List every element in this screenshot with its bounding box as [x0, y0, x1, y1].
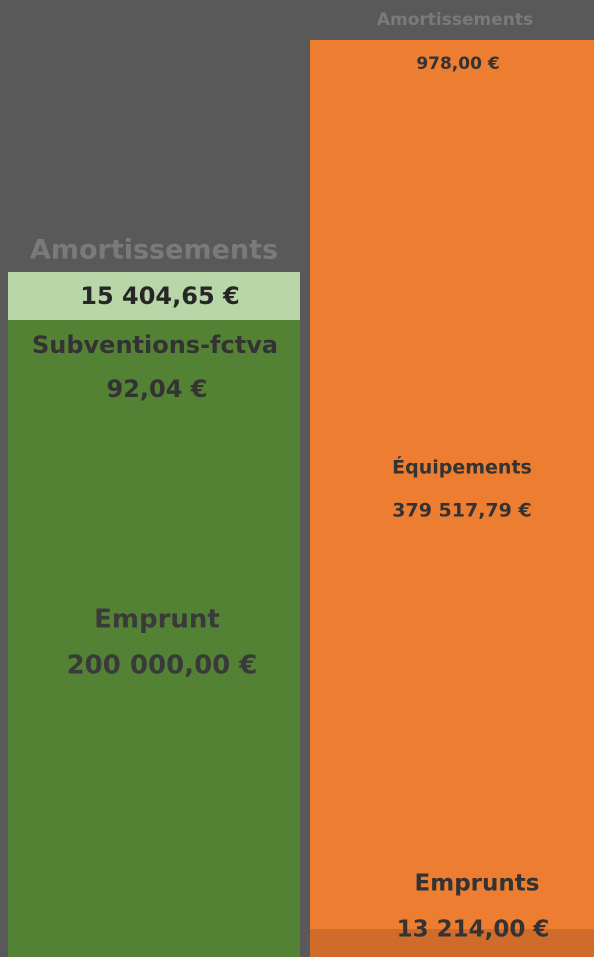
segment-label: Emprunt — [94, 605, 220, 635]
segment-amount: 379 517,79 € — [392, 500, 531, 522]
segment-amount: 92,04 € — [107, 375, 208, 403]
segment-label: Emprunts — [415, 871, 540, 897]
right-column — [310, 40, 594, 957]
segment-label: Équipements — [392, 456, 532, 479]
segment-amount: 978,00 € — [416, 54, 499, 74]
segment-amount: 13 214,00 € — [397, 917, 550, 943]
segment-label: Amortissements — [30, 235, 278, 266]
segment-label: Subventions-fctva — [32, 331, 278, 359]
left-top-segment — [8, 272, 300, 320]
right-bottom-segment — [310, 929, 594, 957]
segment-amount: 15 404,65 € — [80, 282, 239, 310]
left-column — [8, 272, 300, 957]
segment-label: Amortissements — [377, 10, 533, 30]
segment-amount: 200 000,00 € — [67, 651, 258, 681]
